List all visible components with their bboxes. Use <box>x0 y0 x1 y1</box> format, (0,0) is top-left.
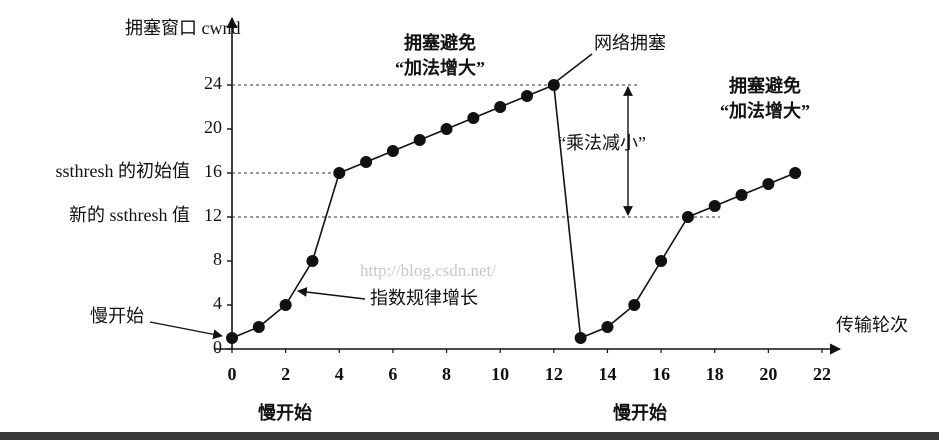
data-point <box>360 156 373 168</box>
data-point <box>735 189 748 201</box>
x-tick-label: 18 <box>706 364 724 384</box>
x-tick-label: 2 <box>281 364 290 384</box>
annotation: “加法增大” <box>720 100 810 121</box>
data-point <box>413 134 426 146</box>
annotation: 新的 ssthresh 值 <box>69 205 190 225</box>
data-point <box>386 145 399 157</box>
y-tick-label: 20 <box>204 117 222 137</box>
x-axis-title: 传输轮次 <box>836 315 908 335</box>
x-tick-label: 0 <box>228 364 237 384</box>
data-point <box>226 332 238 344</box>
x-tick-label: 14 <box>598 364 616 384</box>
data-point <box>467 112 480 124</box>
data-point <box>601 321 614 333</box>
y-tick-label: 4 <box>213 293 222 313</box>
x-tick-label: 16 <box>652 364 670 384</box>
data-point <box>333 167 346 179</box>
data-point <box>547 79 560 91</box>
x-tick-label: 8 <box>442 364 451 384</box>
annotation: “乘法减小” <box>558 133 646 153</box>
data-point <box>521 90 533 102</box>
x-tick-label: 10 <box>491 364 509 384</box>
y-axis-title: 拥塞窗口 cwnd <box>125 18 241 38</box>
annotation: 慢开始 <box>613 402 667 423</box>
data-point <box>279 299 292 311</box>
data-point <box>494 101 507 113</box>
x-tick-label: 6 <box>388 364 397 384</box>
y-tick-label: 12 <box>204 205 222 225</box>
pointer <box>149 321 223 340</box>
annotation: 指数规律增长 <box>370 288 478 308</box>
pointer <box>552 53 593 85</box>
data-point <box>440 123 453 135</box>
bottom-bar <box>0 432 939 440</box>
x-tick-label: 20 <box>759 364 777 384</box>
x-tick-label: 12 <box>545 364 563 384</box>
data-point <box>628 299 641 311</box>
annotation: 慢开始 <box>90 306 144 326</box>
watermark: http://blog.csdn.net/ <box>360 261 496 280</box>
data-point <box>252 321 265 333</box>
data-point <box>306 255 319 267</box>
y-tick-label: 0 <box>213 337 222 357</box>
x-tick-label: 4 <box>335 364 344 384</box>
data-point <box>708 200 721 212</box>
data-point <box>789 167 802 179</box>
data-point <box>574 332 587 344</box>
data-point <box>655 255 668 267</box>
y-tick-label: 24 <box>204 73 222 93</box>
data-point <box>762 178 775 190</box>
y-tick-label: 16 <box>204 161 222 181</box>
y-tick-label: 8 <box>213 249 222 269</box>
annotation: 拥塞避免 <box>404 32 476 53</box>
pointer <box>297 287 366 300</box>
data-point <box>681 211 694 223</box>
annotation: 网络拥塞 <box>594 33 666 53</box>
x-tick-label: 22 <box>813 364 831 384</box>
annotation: “加法增大” <box>395 57 485 78</box>
series-line <box>231 83 796 340</box>
annotation: ssthresh 的初始值 <box>56 161 191 181</box>
annotation: 拥塞避免 <box>729 75 801 96</box>
annotation: 慢开始 <box>258 402 312 423</box>
